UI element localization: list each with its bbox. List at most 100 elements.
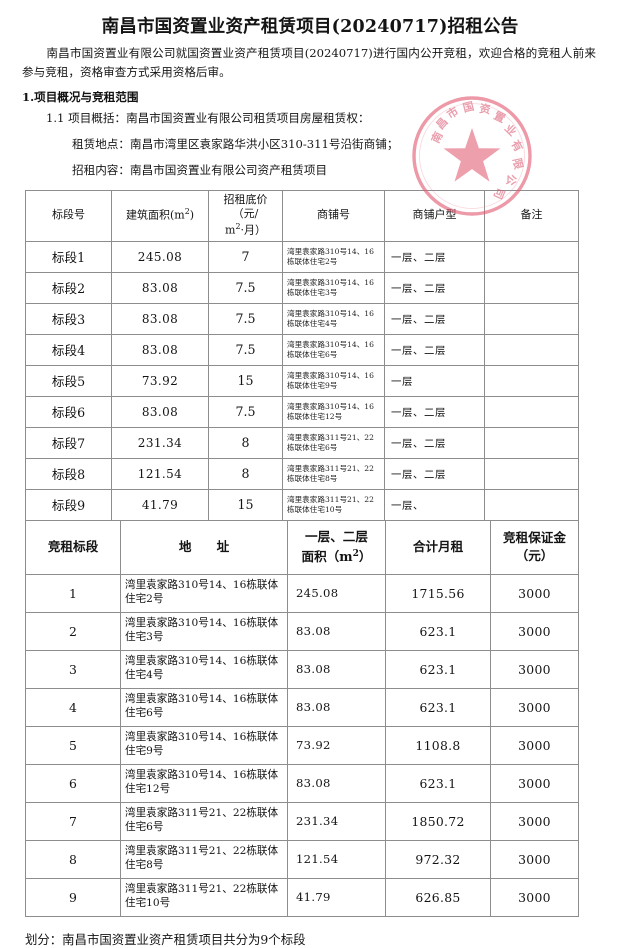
cell-shop-no: 湾里袁家路310号14、16栋联体住宅12号: [282, 395, 385, 428]
col-header-base-price: 招租底价（元/m2·月）: [208, 189, 283, 242]
cell-floor-area: 121.54: [287, 839, 386, 879]
cell-total-rent: 1108.8: [385, 725, 491, 765]
cell-total-rent: 623.1: [385, 687, 491, 727]
cell-price: 7.5: [208, 333, 283, 366]
table-row: 标段1 245.08 7 湾里袁家路310号14、16栋联体住宅2号 一层、二层: [25, 240, 579, 273]
cell-floor-area: 83.08: [287, 649, 386, 689]
cell-bid-no: 9: [25, 877, 121, 917]
col-header-floor-area: 一层、二层 面积（m2）: [287, 519, 386, 575]
cell-address: 湾里袁家路310号14、16栋联体住宅6号: [120, 687, 288, 727]
cell-area: 83.08: [111, 271, 209, 304]
section-heading-1: 1.项目概况与竞租范围: [22, 89, 139, 104]
table-row: 标段7 231.34 8 湾里袁家路311号21、22栋联体住宅6号 一层、二层: [25, 426, 579, 459]
col-header-address: 地 址: [120, 519, 288, 575]
table-row: 标段3 83.08 7.5 湾里袁家路310号14、16栋联体住宅4号 一层、二…: [25, 302, 579, 335]
cell-bid-no: 2: [25, 611, 121, 651]
cell-total-rent: 626.85: [385, 877, 491, 917]
lease-content: 招租内容：南昌市国资置业有限公司资产租赁项目: [72, 162, 328, 177]
cell-shop-type: 一层、二层: [384, 271, 485, 304]
cell-remarks: [484, 333, 579, 366]
document-page: 南 昌 市 国 资 置 业 有 限 公 司 南昌市国资置业资产租赁项目(2024…: [22, 17, 596, 947]
cell-shop-type: 一层、二层: [384, 302, 485, 335]
cell-price: 7.5: [208, 302, 283, 335]
cell-address: 湾里袁家路311号21、22栋联体住宅10号: [120, 877, 288, 917]
lots-table-container: 标段号 建筑面积(m2) 招租底价（元/m2·月） 商铺号 商铺户型 备注 标段…: [25, 189, 579, 917]
floor-area-line1: 一层、二层: [305, 529, 368, 545]
cell-shop-type: 一层、二层: [384, 395, 485, 428]
cell-deposit: 3000: [490, 725, 579, 765]
cell-shop-type: 一层: [384, 364, 485, 397]
cell-floor-area: 231.34: [287, 801, 386, 841]
table-row: 3 湾里袁家路310号14、16栋联体住宅4号 83.08 623.1 3000: [25, 649, 579, 689]
bidding-table-body: 1 湾里袁家路310号14、16栋联体住宅2号 245.08 1715.56 3…: [25, 573, 579, 917]
col-header-deposit: 竞租保证金 （元）: [490, 519, 579, 575]
cell-floor-area: 41.79: [287, 877, 386, 917]
cell-total-rent: 623.1: [385, 649, 491, 689]
cell-remarks: [484, 395, 579, 428]
cell-area: 121.54: [111, 457, 209, 490]
deposit-line2: （元）: [515, 548, 554, 564]
table-row: 8 湾里袁家路311号21、22栋联体住宅8号 121.54 972.32 30…: [25, 839, 579, 879]
intro-paragraph: 南昌市国资置业有限公司就国资置业资产租赁项目(20240717)进行国内公开竞租…: [22, 46, 596, 79]
cell-shop-no: 湾里袁家路310号14、16栋联体住宅9号: [282, 364, 385, 397]
cell-address: 湾里袁家路310号14、16栋联体住宅12号: [120, 763, 288, 803]
cell-price: 8: [208, 457, 283, 490]
col-header-building-area: 建筑面积(m2): [111, 189, 209, 242]
cell-total-rent: 1850.72: [385, 801, 491, 841]
cell-price: 15: [208, 488, 283, 521]
col-header-bid-lot: 竞租标段: [25, 519, 121, 575]
cell-lot-no: 标段7: [25, 426, 112, 459]
cell-shop-no: 湾里袁家路311号21、22栋联体住宅10号: [282, 488, 385, 521]
cell-lot-no: 标段2: [25, 271, 112, 304]
cell-lot-no: 标段8: [25, 457, 112, 490]
table-row: 标段6 83.08 7.5 湾里袁家路310号14、16栋联体住宅12号 一层、…: [25, 395, 579, 428]
cell-price: 7.5: [208, 395, 283, 428]
cell-address: 湾里袁家路310号14、16栋联体住宅4号: [120, 649, 288, 689]
cell-deposit: 3000: [490, 801, 579, 841]
col-header-remarks: 备注: [484, 189, 579, 242]
cell-remarks: [484, 271, 579, 304]
cell-shop-type: 一层、二层: [384, 333, 485, 366]
cell-deposit: 3000: [490, 573, 579, 613]
cell-lot-no: 标段3: [25, 302, 112, 335]
cell-shop-type: 一层、二层: [384, 240, 485, 273]
cell-area: 83.08: [111, 333, 209, 366]
table-row: 7 湾里袁家路311号21、22栋联体住宅6号 231.34 1850.72 3…: [25, 801, 579, 841]
table-row: 4 湾里袁家路310号14、16栋联体住宅6号 83.08 623.1 3000: [25, 687, 579, 727]
cell-shop-no: 湾里袁家路310号14、16栋联体住宅4号: [282, 302, 385, 335]
bidding-table: 竞租标段 地 址 一层、二层 面积（m2） 合计月租 竞租保证金 （元） 1: [25, 519, 579, 917]
table-row: 标段2 83.08 7.5 湾里袁家路310号14、16栋联体住宅3号 一层、二…: [25, 271, 579, 304]
cell-bid-no: 3: [25, 649, 121, 689]
cell-floor-area: 83.08: [287, 611, 386, 651]
cell-remarks: [484, 302, 579, 335]
cell-price: 7: [208, 240, 283, 273]
cell-deposit: 3000: [490, 877, 579, 917]
cell-price: 8: [208, 426, 283, 459]
cell-deposit: 3000: [490, 763, 579, 803]
cell-area: 41.79: [111, 488, 209, 521]
cell-lot-no: 标段1: [25, 240, 112, 273]
cell-lot-no: 标段6: [25, 395, 112, 428]
cell-area: 231.34: [111, 426, 209, 459]
table-row: 标段4 83.08 7.5 湾里袁家路310号14、16栋联体住宅6号 一层、二…: [25, 333, 579, 366]
cell-total-rent: 623.1: [385, 763, 491, 803]
lease-location: 租赁地点：南昌市湾里区袁家路华洪小区310-311号沿街商铺；: [72, 136, 399, 151]
table-row: 标段8 121.54 8 湾里袁家路311号21、22栋联体住宅8号 一层、二层: [25, 457, 579, 490]
cell-deposit: 3000: [490, 687, 579, 727]
deposit-line1: 竞租保证金: [503, 530, 566, 545]
cell-deposit: 3000: [490, 649, 579, 689]
cell-shop-no: 湾里袁家路310号14、16栋联体住宅3号: [282, 271, 385, 304]
section-1-1: 1.1 项目概括：南昌市国资置业有限公司租赁项目房屋租赁权：: [46, 110, 370, 125]
table-header-row: 标段号 建筑面积(m2) 招租底价（元/m2·月） 商铺号 商铺户型 备注: [25, 189, 579, 242]
cell-price: 15: [208, 364, 283, 397]
cell-bid-no: 5: [25, 725, 121, 765]
cell-address: 湾里袁家路310号14、16栋联体住宅3号: [120, 611, 288, 651]
cell-bid-no: 8: [25, 839, 121, 879]
cell-remarks: [484, 426, 579, 459]
cell-floor-area: 83.08: [287, 763, 386, 803]
cell-price: 7.5: [208, 271, 283, 304]
cell-remarks: [484, 457, 579, 490]
cell-shop-type: 一层、: [384, 488, 485, 521]
cell-lot-no: 标段9: [25, 488, 112, 521]
lots-table: 标段号 建筑面积(m2) 招租底价（元/m2·月） 商铺号 商铺户型 备注 标段…: [25, 189, 579, 521]
